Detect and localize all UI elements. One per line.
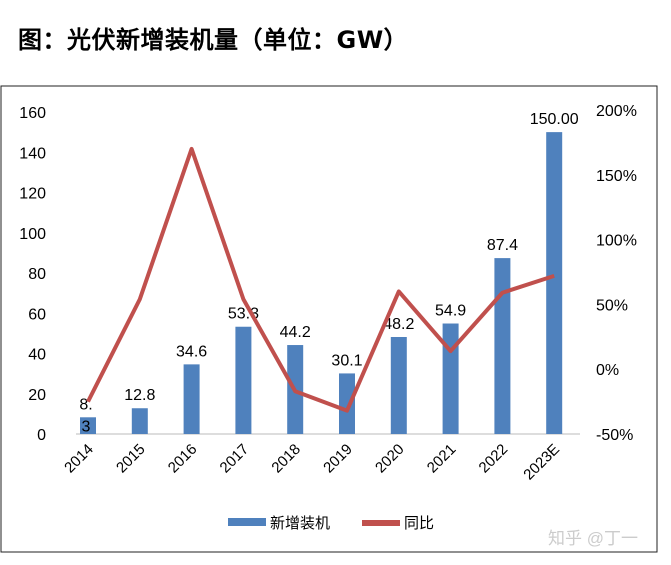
watermark: 知乎 @丁一 — [548, 529, 638, 548]
legend-label-line: 同比 — [404, 515, 434, 532]
left-tick-label: 40 — [28, 347, 46, 364]
bar-2019 — [339, 373, 355, 434]
bar-data-label: 3 — [82, 418, 91, 435]
legend-swatch-line — [362, 520, 400, 526]
bar-data-label: 48.2 — [383, 316, 414, 333]
left-tick-label: 120 — [19, 186, 46, 203]
bar-data-label: 150.00 — [530, 111, 579, 128]
right-tick-label: 100% — [596, 233, 637, 250]
left-tick-label: 160 — [19, 105, 46, 122]
x-tick-label: 2014 — [61, 441, 97, 477]
left-tick-label: 0 — [37, 427, 46, 444]
bar-2021 — [442, 323, 459, 434]
right-tick-label: 200% — [596, 103, 637, 120]
left-tick-label: 80 — [28, 266, 46, 283]
x-tick-label: 2021 — [424, 441, 460, 477]
x-tick-label: 2022 — [476, 441, 512, 477]
bar-2022 — [494, 258, 511, 434]
bar-data-label: 12.8 — [124, 387, 155, 404]
bar-data-label: 44.2 — [280, 324, 311, 341]
x-tick-label: 2017 — [217, 441, 253, 477]
x-tick-label: 2020 — [372, 441, 408, 477]
x-tick-label: 2018 — [268, 441, 304, 477]
legend-label-bar: 新增装机 — [270, 515, 330, 532]
right-tick-label: 0% — [596, 362, 619, 379]
x-tick-label: 2016 — [165, 441, 201, 477]
left-tick-label: 20 — [28, 387, 46, 404]
bar-2014 — [80, 417, 96, 434]
left-tick-label: 60 — [28, 306, 46, 323]
bar-2020 — [390, 336, 407, 434]
bar-data-label: 34.6 — [176, 343, 207, 360]
x-tick-label: 2015 — [113, 441, 149, 477]
right-tick-label: 50% — [596, 297, 628, 314]
bar-2023E — [546, 132, 563, 434]
bar-2017 — [235, 326, 252, 434]
x-tick-label: 2023E — [520, 441, 563, 484]
bar-data-label: 87.4 — [487, 237, 518, 254]
left-tick-label: 140 — [19, 145, 46, 162]
bar-2015 — [131, 408, 148, 434]
right-tick-label: -50% — [596, 427, 633, 444]
legend-swatch-bar — [228, 518, 266, 526]
x-tick-label: 2019 — [320, 441, 356, 477]
left-tick-label: 100 — [19, 226, 46, 243]
bar-data-label: 54.9 — [435, 303, 466, 320]
bar-2016 — [183, 364, 200, 434]
chart-title: 图：光伏新增装机量（单位：GW） — [18, 26, 409, 54]
right-tick-label: 150% — [596, 168, 637, 185]
bar-data-label: 30.1 — [331, 352, 362, 369]
line-series-同比 — [86, 146, 555, 413]
chart-frame — [0, 85, 658, 553]
